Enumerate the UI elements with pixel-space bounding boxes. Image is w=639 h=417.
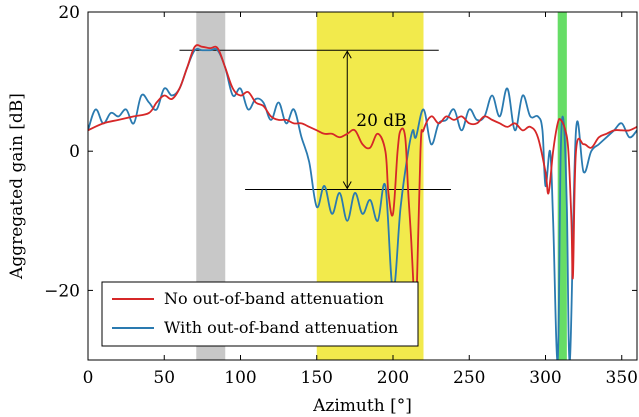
legend-box: [101, 281, 419, 347]
x-tick-label-1: 50: [153, 368, 175, 388]
dB-annotation: 20 dB: [179, 49, 451, 190]
annotation-arrowhead-top: [342, 50, 352, 59]
shaded-region-2: [557, 12, 567, 360]
legend-label-0: No out-of-band attenuation: [164, 289, 384, 308]
x-tick-label-4: 200: [377, 368, 409, 388]
y-axis-label: Aggregated gain [dB]: [7, 93, 27, 280]
series-line-0: [88, 44, 637, 337]
x-tick-label-5: 250: [453, 368, 485, 388]
y-tick-label-1: 0: [69, 142, 80, 162]
tick-labels: 0 50 100 150 200 250 300 350 −20 0 20: [44, 3, 638, 388]
series-lines: [88, 44, 637, 360]
y-tick-label-0: −20: [44, 281, 80, 301]
axis-ticks: [87, 11, 637, 360]
legend-label-1: With out-of-band attenuation: [164, 318, 398, 337]
legend: No out-of-band attenuation With out-of-ba…: [101, 281, 419, 347]
annotation-arrowhead-bottom: [342, 181, 352, 190]
x-tick-label-2: 100: [224, 368, 256, 388]
annotation-label: 20 dB: [356, 111, 406, 131]
x-tick-label-6: 300: [529, 368, 561, 388]
x-axis-label: Azimuth [°]: [312, 396, 412, 416]
x-tick-label-3: 150: [301, 368, 333, 388]
x-tick-label-0: 0: [83, 368, 94, 388]
x-tick-label-7: 350: [606, 368, 638, 388]
plot-frame: [87, 11, 638, 361]
y-tick-label-2: 20: [58, 3, 80, 23]
